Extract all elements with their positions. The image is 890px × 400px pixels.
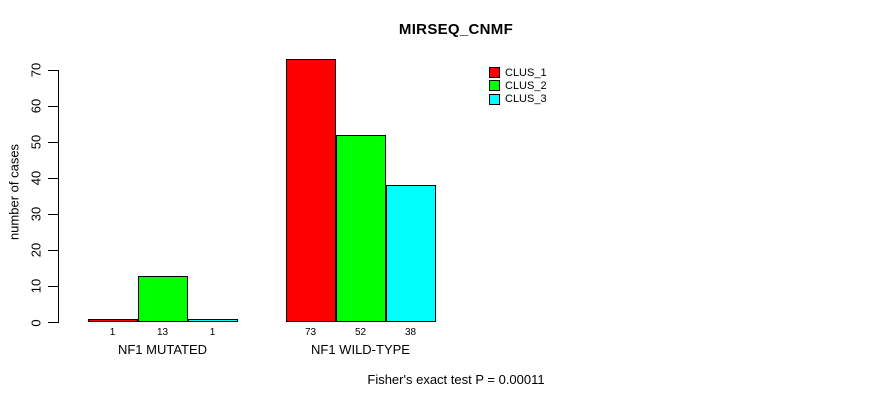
- y-axis-tick: [48, 285, 58, 287]
- y-axis-tick: [48, 213, 58, 215]
- bar-value-label: 1: [109, 326, 116, 338]
- legend-swatch-clus_3: [489, 93, 500, 105]
- category-label: NF1 MUTATED: [117, 341, 208, 357]
- legend-item: CLUS_2: [489, 79, 547, 92]
- y-axis-line: [58, 70, 59, 323]
- stat-test-annotation: Fisher's exact test P = 0.00011: [367, 372, 545, 387]
- y-axis-tick: [48, 249, 58, 251]
- bar-clus_2: [137, 275, 188, 323]
- bar-clus_1: [87, 318, 138, 323]
- y-axis-tick-label: 70: [28, 62, 44, 78]
- category-label: NF1 WILD-TYPE: [311, 341, 410, 357]
- legend-label: CLUS_1: [505, 66, 547, 79]
- legend-label: CLUS_2: [505, 79, 547, 92]
- y-axis-tick-label: 0: [28, 318, 44, 327]
- y-axis-tick: [48, 69, 58, 71]
- y-axis-tick-label: 10: [28, 279, 44, 294]
- legend-item: CLUS_3: [489, 93, 547, 106]
- y-axis-tick: [48, 141, 58, 143]
- legend-label: CLUS_3: [505, 93, 547, 106]
- y-axis-tick-label: 30: [28, 207, 44, 222]
- chart-title: MIRSEQ_CNMF: [398, 21, 514, 38]
- y-axis-tick: [48, 322, 58, 323]
- legend-swatch-clus_1: [489, 67, 500, 79]
- y-axis-tick-label: 20: [28, 243, 44, 258]
- bar-clus_3: [385, 185, 436, 323]
- bar-clus_1: [285, 59, 336, 323]
- y-axis-tick-label: 40: [28, 170, 44, 186]
- y-axis-tick: [48, 105, 58, 107]
- bar-clus_2: [335, 134, 386, 323]
- bar-value-label: 13: [156, 326, 169, 338]
- y-axis-tick-label: 50: [28, 134, 44, 150]
- legend-swatch-clus_2: [489, 80, 500, 92]
- y-axis-tick-label: 60: [28, 98, 44, 114]
- bar-value-label: 1: [209, 326, 216, 338]
- bar-clus_3: [187, 318, 238, 323]
- bar-value-label: 38: [404, 326, 417, 338]
- y-axis-tick: [48, 177, 58, 179]
- y-axis-label: number of cases: [6, 143, 22, 241]
- bar-value-label: 73: [304, 326, 317, 338]
- bar-value-label: 52: [354, 326, 367, 338]
- legend: CLUS_1 CLUS_2 CLUS_3: [489, 66, 547, 106]
- legend-item: CLUS_1: [489, 66, 547, 79]
